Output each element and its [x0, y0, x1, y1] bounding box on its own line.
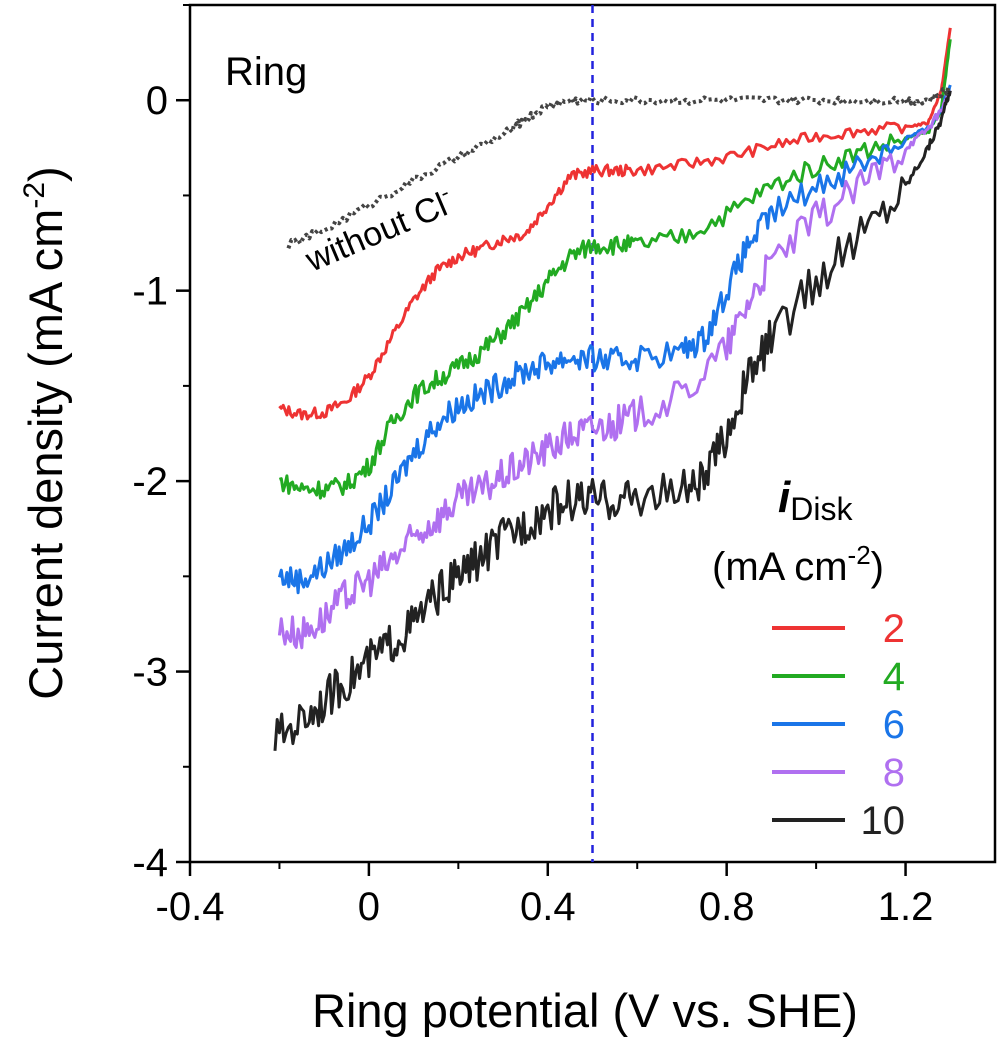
series-line-6 — [277, 84, 952, 595]
legend-label: 8 — [883, 751, 905, 795]
series-line-without-cl- — [286, 85, 952, 249]
y-axis-label: Current density (mA cm-2) — [18, 166, 72, 699]
series-line-2 — [278, 27, 952, 421]
y-tick-label: -4 — [132, 841, 168, 885]
legend-units-sup: -2 — [848, 540, 871, 570]
y-tick-label: -2 — [132, 460, 168, 504]
legend-units: (mA cm-2) — [712, 540, 884, 589]
annotation-without-cl: without Cl- — [298, 180, 459, 280]
legend-label: 4 — [883, 655, 905, 699]
y-axis-ticks: -4 -3 -2 -1 0 — [132, 4, 190, 885]
y-axis-label-sup: -2 — [18, 182, 51, 209]
legend-title-main: i — [778, 473, 791, 522]
panel-label: Ring — [225, 50, 307, 94]
y-tick-label: -1 — [132, 270, 168, 314]
series-line-10 — [273, 90, 952, 751]
y-axis-label-end: ) — [19, 166, 72, 182]
y-axis-label-main: Current density (mA cm — [19, 209, 72, 700]
x-tick-label: 1.2 — [878, 885, 934, 929]
y-tick-label: -3 — [132, 651, 168, 695]
x-tick-label: -0.4 — [156, 885, 225, 929]
legend-label: 6 — [883, 703, 905, 747]
series-line-4 — [278, 39, 952, 500]
legend-label: 10 — [861, 799, 906, 843]
legend-label: 2 — [883, 607, 905, 651]
x-tick-label: 0 — [358, 885, 380, 929]
legend-title-sub: Disk — [790, 491, 853, 527]
series-lines — [273, 27, 952, 751]
x-tick-label: 0.4 — [520, 885, 576, 929]
legend-title: iDisk — [778, 473, 853, 527]
series-line-8 — [277, 90, 952, 650]
x-axis-label: Ring potential (V vs. SHE) — [312, 984, 858, 1037]
x-axis-ticks: -0.4 0 0.4 0.8 1.2 — [156, 862, 934, 929]
y-tick-label: 0 — [146, 79, 168, 123]
legend-units-end: ) — [871, 545, 884, 589]
x-tick-label: 0.8 — [699, 885, 755, 929]
legend-units-main: (mA cm — [712, 545, 848, 589]
